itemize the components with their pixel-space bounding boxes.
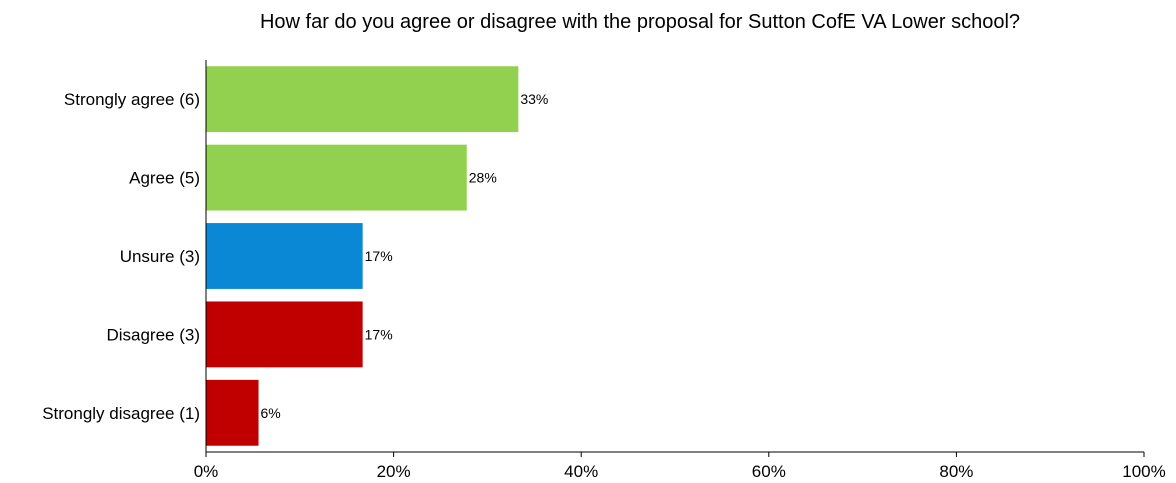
chart-title: How far do you agree or disagree with th… — [260, 11, 1020, 33]
bar-0 — [206, 66, 519, 133]
bar-1 — [206, 144, 467, 211]
x-tick-label-4: 80% — [939, 462, 973, 481]
data-label-2: 17% — [365, 248, 393, 264]
x-axis: 0% 20% 40% 60% 80% 100% — [194, 60, 1166, 481]
x-tick-label-5: 100% — [1122, 462, 1165, 481]
x-tick-label-3: 60% — [752, 462, 786, 481]
category-label-0: Strongly agree (6) — [64, 90, 200, 109]
category-label-1: Agree (5) — [129, 169, 200, 188]
category-label-4: Strongly disagree (1) — [42, 404, 200, 423]
bar-2 — [206, 223, 363, 289]
data-label-3: 17% — [365, 326, 393, 342]
category-label-3: Disagree (3) — [106, 325, 200, 344]
bars-layer: Strongly agree (6) 33% Agree (5) 28% Unsure … — [42, 66, 548, 446]
data-label-1: 28% — [469, 170, 497, 186]
bar-4 — [206, 379, 259, 446]
bar-3 — [206, 301, 363, 368]
x-tick-label-2: 40% — [564, 462, 598, 481]
category-label-2: Unsure (3) — [120, 247, 200, 266]
data-label-4: 6% — [261, 405, 281, 421]
data-label-0: 33% — [520, 91, 548, 107]
x-tick-label-0: 0% — [194, 462, 219, 481]
x-tick-label-1: 20% — [377, 462, 411, 481]
